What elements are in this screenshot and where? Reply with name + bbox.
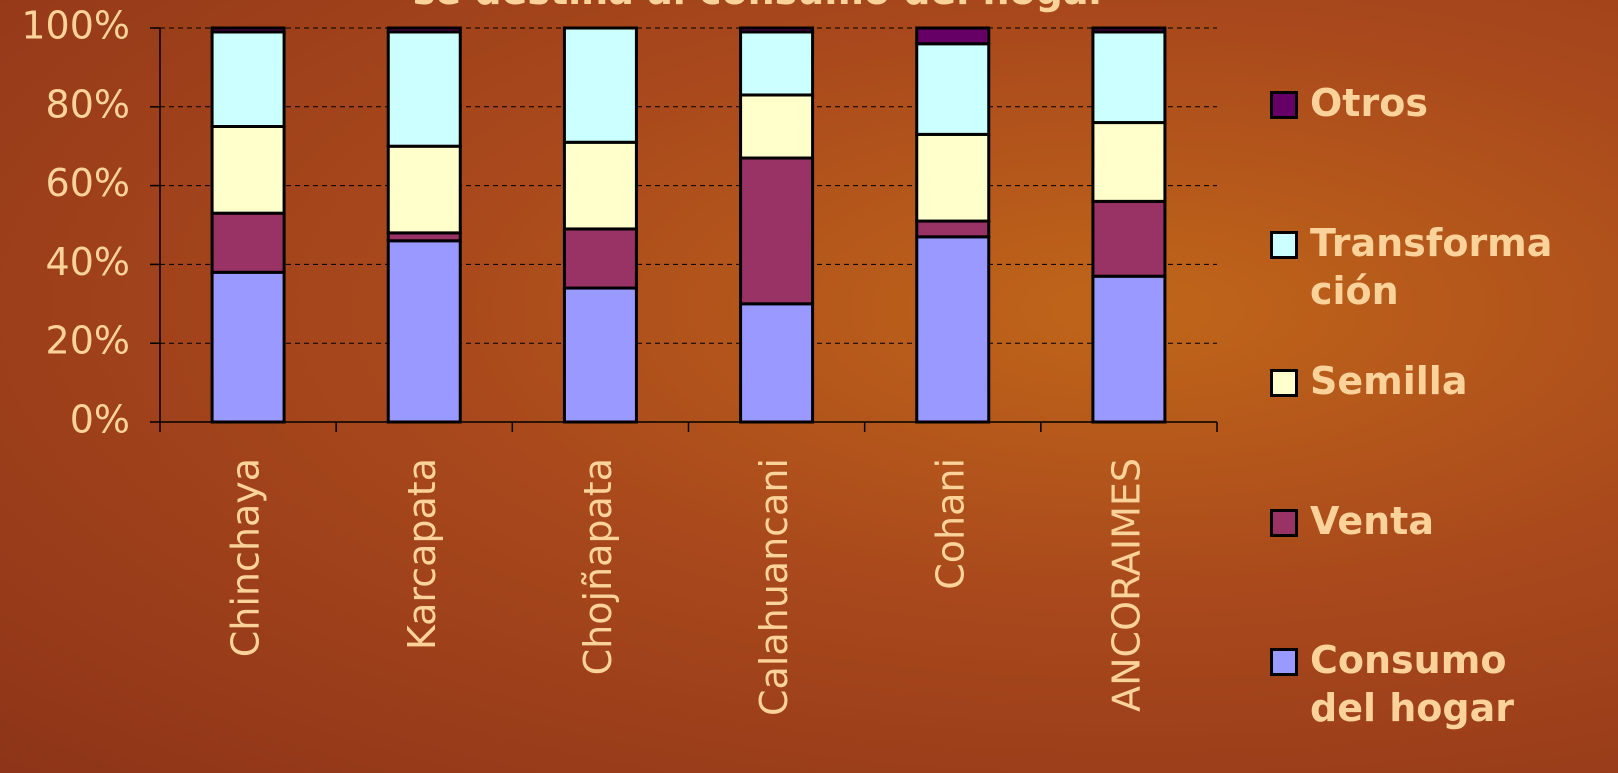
legend-label: Consumo del hogar <box>1310 638 1514 730</box>
legend-label: Venta <box>1310 499 1434 543</box>
legend-swatch <box>1270 648 1298 676</box>
bar-segment <box>739 93 815 160</box>
bar-segment <box>915 26 991 46</box>
bar-segment <box>915 235 991 424</box>
bar-segment <box>386 30 462 148</box>
y-tick-label: 0% <box>70 398 130 442</box>
bar-segment <box>1091 274 1167 424</box>
bar-segment <box>210 211 286 274</box>
x-tick-label: Chinchaya <box>224 458 268 657</box>
bar-segment <box>915 132 991 223</box>
legend-swatch <box>1270 91 1298 119</box>
bar-segment <box>739 26 815 34</box>
bar-segment <box>739 302 815 424</box>
bar-segment <box>562 227 638 290</box>
legend-label: Semilla <box>1310 359 1468 403</box>
bar-segment <box>739 30 815 97</box>
bar-segment <box>1091 30 1167 125</box>
x-tick-label: Calahuancani <box>752 458 796 716</box>
legend-swatch <box>1270 509 1298 537</box>
x-tick-label: ANCORAIMES <box>1104 458 1148 712</box>
bar-segment <box>915 219 991 239</box>
bar-segment <box>386 26 462 34</box>
bar-segment <box>386 144 462 235</box>
y-tick-label: 60% <box>46 161 130 205</box>
x-tick-label: Karcapata <box>400 458 444 650</box>
y-tick-label: 40% <box>46 240 130 284</box>
bar-segment <box>1091 26 1167 34</box>
y-tick-label: 20% <box>46 319 130 363</box>
legend-swatch <box>1270 369 1298 397</box>
y-tick-label: 80% <box>46 82 130 126</box>
bar-segment <box>562 286 638 424</box>
bar-segment <box>210 270 286 424</box>
bar-segment <box>915 42 991 136</box>
bar-segment <box>1091 121 1167 203</box>
bar-segment <box>386 239 462 424</box>
chart-title: se destina al consumo del hogar <box>413 0 1108 13</box>
bar-segment <box>562 26 638 144</box>
legend-label: Otros <box>1310 81 1428 125</box>
bar-segment <box>210 125 286 215</box>
x-tick-label: Cohani <box>928 458 972 590</box>
x-tick-label: Chojñapata <box>576 458 620 675</box>
bar-segment <box>562 140 638 231</box>
bar-segment <box>210 26 286 34</box>
bar-segment <box>1091 199 1167 278</box>
bar-segment <box>739 156 815 306</box>
legend-label: Transformación <box>1310 221 1553 313</box>
legend-swatch <box>1270 231 1298 259</box>
y-tick-label: 100% <box>21 4 130 48</box>
bar-segment <box>210 30 286 128</box>
